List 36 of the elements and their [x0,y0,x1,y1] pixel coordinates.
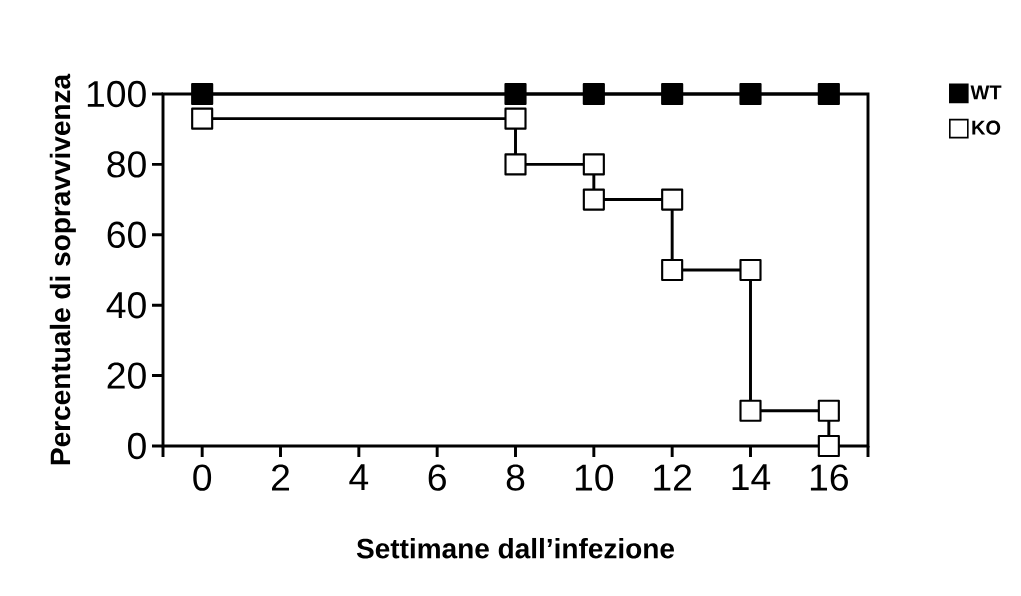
point [504,82,527,106]
x-tick-label: 2 [272,464,290,491]
legend-label: WT [970,85,1002,100]
x-tick-label: 0 [193,464,212,491]
point [817,434,840,458]
point [817,399,840,422]
point [504,107,527,130]
point [739,258,762,282]
x-tick-label: 4 [349,464,369,491]
legend-label: KO [972,120,1001,135]
point [582,153,605,176]
point [661,188,684,211]
x-tick-label: 16 [810,464,848,491]
y-tick-label: 80 [107,151,146,178]
y-tick-label: 20 [107,362,146,389]
point [191,107,214,130]
y-tick-label: 60 [107,221,146,248]
point [661,258,684,282]
x-tick-label: 12 [654,464,692,491]
point [739,82,762,106]
point [817,82,840,106]
x-axis-title: Settimane dall’infezione [356,537,675,559]
point [739,399,762,422]
point [582,188,605,211]
x-tick-label: 10 [575,464,614,491]
y-tick-label: 0 [128,432,146,460]
y-axis-title: Percentuale di sopravvivenza [49,73,76,465]
x-tick-label: 6 [428,464,446,491]
x-tick-label: 14 [732,464,771,491]
point [191,82,214,106]
y-tick-label: 100 [87,80,146,108]
point [582,82,605,106]
x-tick-label: 8 [506,464,525,491]
point [504,153,527,176]
point [661,82,684,106]
y-tick-label: 40 [106,291,146,319]
